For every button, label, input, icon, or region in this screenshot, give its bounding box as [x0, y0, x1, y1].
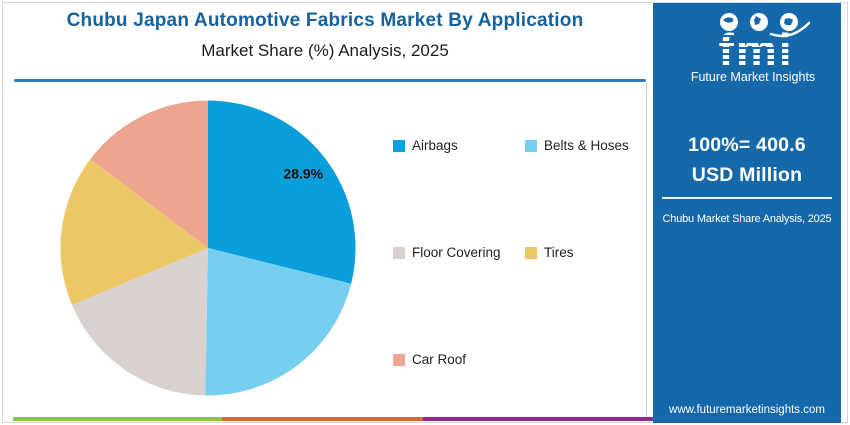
pie-slice-value-label: 28.9% [283, 166, 323, 182]
legend-item-belts-hoses: Belts & Hoses [525, 137, 649, 154]
legend-item-car-roof: Car Roof [393, 351, 525, 368]
legend-label: Floor Covering [412, 245, 501, 260]
content-divider [646, 82, 647, 417]
legend-label: Airbags [412, 138, 458, 153]
legend-label: Car Roof [412, 352, 467, 367]
page-title: Chubu Japan Automotive Fabrics Market By… [66, 10, 584, 31]
fmi-logo-name: Future Market Insights [691, 70, 815, 84]
pie-slice-car-roof [90, 100, 208, 248]
page-subtitle: Market Share (%) Analysis, 2025 [201, 41, 449, 60]
fmi-logo-graphic: fmi Future Market Insights [691, 13, 815, 84]
legend-swatch-icon [393, 246, 405, 259]
sidebar-caption: Chubu Market Share Analysis, 2025 [662, 213, 832, 225]
pie-slice-airbags [208, 100, 356, 284]
legend-label: Tires [544, 245, 574, 260]
globe-icons [720, 13, 811, 38]
chart-legend: Airbags Belts & Hoses Floor Covering Tires C… [393, 137, 649, 368]
legend-item-tires: Tires [525, 244, 649, 261]
legend-item-floor-covering: Floor Covering [393, 244, 525, 261]
pie-slice-floor-covering [71, 248, 209, 396]
sidebar-divider [662, 197, 832, 199]
stripe-segment [423, 417, 654, 421]
legend-swatch-icon [393, 353, 405, 366]
brand-sidebar: fmi Future Market Insights 100%= 400.6 U… [653, 3, 841, 423]
fmi-logo: fmi Future Market Insights [653, 7, 841, 90]
legend-swatch-icon [525, 246, 537, 259]
fmi-logo-acronym: fmi [719, 24, 794, 76]
footer-stripe [13, 417, 654, 421]
legend-item-airbags: Airbags [393, 137, 525, 154]
stripe-segment [13, 417, 222, 421]
market-size-stat: 100%= 400.6 USD Million [688, 134, 806, 187]
website-link[interactable]: www.futuremarketinsights.com [669, 404, 825, 416]
legend-swatch-icon [393, 139, 405, 152]
legend-swatch-icon [525, 139, 537, 152]
title-underline [14, 79, 646, 82]
chart-header: Chubu Japan Automotive Fabrics Market By… [0, 0, 650, 61]
pie-chart: 28.9% [60, 100, 356, 396]
legend-label: Belts & Hoses [544, 138, 629, 153]
pie-slice-belts-hoses [205, 248, 352, 396]
pie-slice-tires [60, 159, 208, 305]
stripe-segment [222, 417, 423, 421]
